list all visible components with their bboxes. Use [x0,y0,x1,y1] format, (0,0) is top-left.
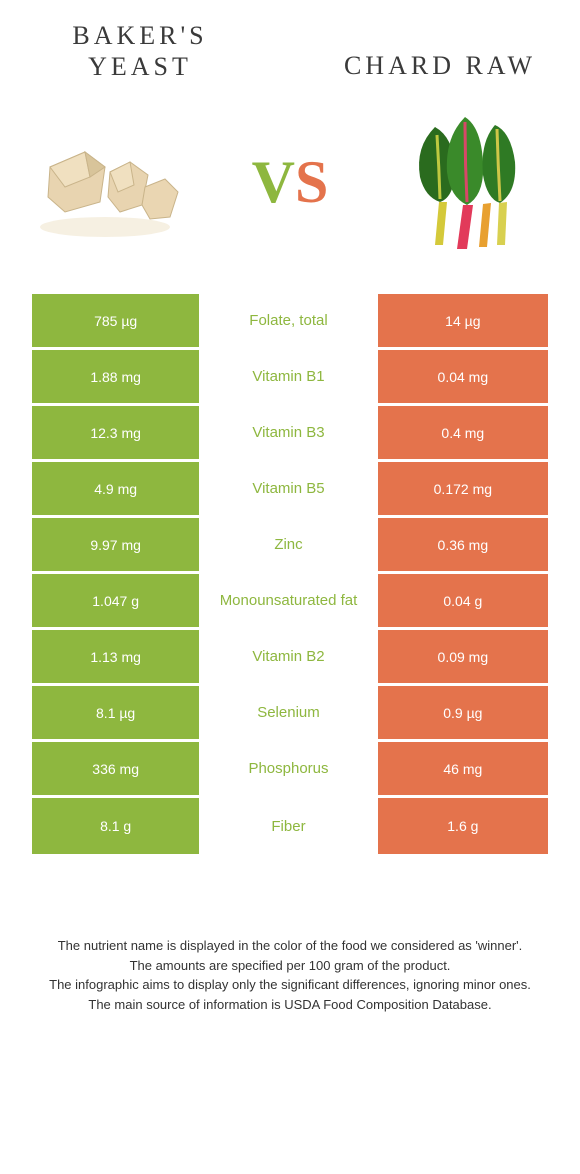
left-value: 9.97 mg [32,518,202,571]
nutrient-name: Selenium [202,686,377,739]
nutrient-name: Fiber [202,798,377,854]
nutrient-name: Vitamin B3 [202,406,377,459]
vs-v: V [252,148,295,217]
nutrient-name: Vitamin B1 [202,350,377,403]
nutrient-name: Folate, total [202,294,377,347]
right-value: 0.04 mg [378,350,548,403]
images-row: VS [30,102,550,262]
right-value: 0.09 mg [378,630,548,683]
left-value: 12.3 mg [32,406,202,459]
right-value: 1.6 g [378,798,548,854]
table-row: 1.13 mgVitamin B20.09 mg [32,630,548,686]
nutrient-name: Zinc [202,518,377,571]
vs-label: VS [252,148,329,217]
left-value: 1.047 g [32,574,202,627]
left-food-title: BAKER'S YEAST [40,20,240,82]
left-title-line2: YEAST [40,51,240,82]
left-value: 8.1 µg [32,686,202,739]
right-value: 0.36 mg [378,518,548,571]
nutrient-name: Vitamin B2 [202,630,377,683]
left-value: 1.13 mg [32,630,202,683]
nutrient-name: Monounsaturated fat [202,574,377,627]
table-row: 8.1 µgSelenium0.9 µg [32,686,548,742]
right-value: 0.04 g [378,574,548,627]
table-row: 336 mgPhosphorus46 mg [32,742,548,798]
footer-line4: The main source of information is USDA F… [38,995,542,1015]
footer-text: The nutrient name is displayed in the co… [30,936,550,1014]
footer-line2: The amounts are specified per 100 gram o… [38,956,542,976]
table-row: 12.3 mgVitamin B30.4 mg [32,406,548,462]
yeast-image [30,107,190,257]
table-row: 785 µgFolate, total14 µg [32,294,548,350]
table-row: 9.97 mgZinc0.36 mg [32,518,548,574]
table-row: 4.9 mgVitamin B50.172 mg [32,462,548,518]
left-value: 785 µg [32,294,202,347]
nutrient-name: Phosphorus [202,742,377,795]
table-row: 1.047 gMonounsaturated fat0.04 g [32,574,548,630]
table-row: 8.1 gFiber1.6 g [32,798,548,854]
nutrient-name: Vitamin B5 [202,462,377,515]
nutrient-table: 785 µgFolate, total14 µg1.88 mgVitamin B… [30,292,550,856]
header: BAKER'S YEAST CHARD RAW [30,20,550,92]
right-value: 0.4 mg [378,406,548,459]
left-title-line1: BAKER'S [40,20,240,51]
chard-image [390,107,550,257]
right-value: 14 µg [378,294,548,347]
right-food-title: CHARD RAW [340,20,540,81]
right-value: 46 mg [378,742,548,795]
footer-line3: The infographic aims to display only the… [38,975,542,995]
vs-s: S [295,148,328,217]
footer-line1: The nutrient name is displayed in the co… [38,936,542,956]
left-value: 336 mg [32,742,202,795]
left-value: 1.88 mg [32,350,202,403]
right-value: 0.9 µg [378,686,548,739]
right-value: 0.172 mg [378,462,548,515]
left-value: 8.1 g [32,798,202,854]
table-row: 1.88 mgVitamin B10.04 mg [32,350,548,406]
left-value: 4.9 mg [32,462,202,515]
